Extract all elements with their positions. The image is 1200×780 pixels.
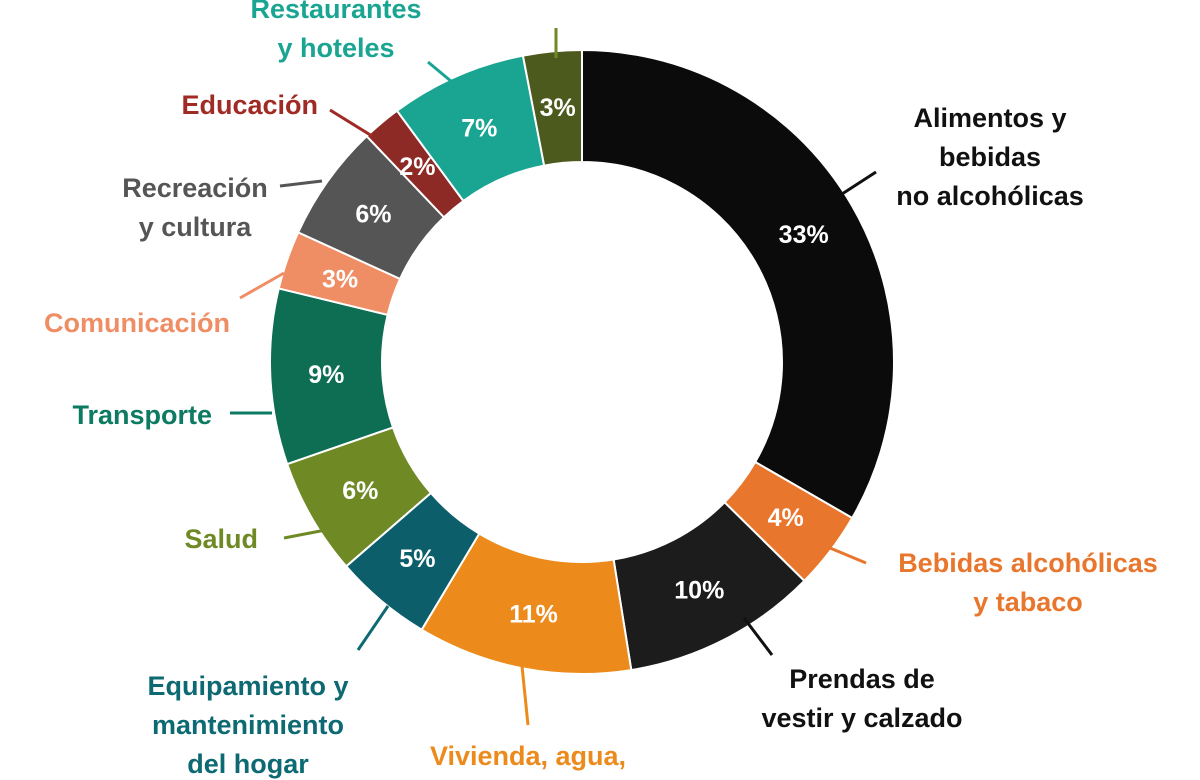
category-label-alimentos-y-bebidas-no-alcoholicas: Alimentos y bebidas no alcohólicas (896, 103, 1084, 211)
category-label-vivienda-agua: Vivienda, agua, (430, 741, 626, 771)
category-label-line: y hoteles (277, 33, 394, 63)
category-label-prendas-de-vestir-y-calzado: Prendas de vestir y calzado (761, 664, 962, 733)
category-label-line: Recreación (122, 173, 268, 203)
category-labels: Alimentos y bebidas no alcohólicas Bebidas … (44, 0, 1158, 779)
value-label-restaurantes-y-hoteles: 7% (461, 114, 497, 142)
leader-line-educacion (329, 108, 373, 138)
category-label-line: Educación (181, 90, 318, 120)
leader-line-prendas-de-vestir-y-calzado (742, 617, 774, 656)
category-label-line: y tabaco (973, 587, 1083, 617)
category-label-line: no alcohólicas (896, 181, 1084, 211)
category-label-educacion: Educación (181, 90, 318, 120)
category-label-line: Prendas de (789, 664, 935, 694)
value-label-salud: 6% (342, 477, 378, 505)
value-label-transporte: 9% (308, 361, 344, 389)
category-label-line: Vivienda, agua, (430, 741, 626, 771)
leader-line-equipamiento-y-mantenimiento-del-hogar (356, 605, 390, 651)
value-label-servicios-varios: 3% (540, 94, 576, 122)
category-label-line: del hogar (187, 749, 309, 779)
category-label-line: Transporte (72, 400, 212, 430)
category-label-equipamiento-y-mantenimiento-del-hogar: Equipamiento y mantenimiento del hogar (147, 671, 348, 779)
value-label-educacion: 2% (399, 153, 435, 181)
value-label-prendas-de-vestir-y-calzado: 10% (674, 577, 724, 605)
category-label-line: Comunicación (44, 308, 230, 338)
category-label-transporte: Transporte (72, 400, 212, 430)
value-label-comunicacion: 3% (322, 265, 358, 293)
category-label-bebidas-alcoholicas-y-tabaco: Bebidas alcohólicas y tabaco (898, 548, 1158, 617)
value-label-equipamiento-y-mantenimiento-del-hogar: 5% (399, 545, 435, 573)
category-label-comunicacion: Comunicación (44, 308, 230, 338)
category-label-line: vestir y calzado (761, 703, 962, 733)
category-label-restaurantes-y-hoteles: Restaurantes y hoteles (250, 0, 421, 63)
leader-line-restaurantes-y-hoteles (427, 60, 453, 84)
category-label-line: mantenimiento (152, 710, 344, 740)
category-label-line: Salud (184, 524, 258, 554)
category-label-line: y cultura (139, 212, 253, 242)
leader-line-salud (283, 526, 337, 540)
value-label-bebidas-alcoholicas-y-tabaco: 4% (768, 504, 804, 532)
value-label-alimentos-y-bebidas-no-alcoholicas: 33% (779, 221, 829, 249)
slice-alimentos-y-bebidas-no-alcoholicas (581, 48, 895, 520)
category-label-recreacion-y-cultura: Recreación y cultura (122, 173, 268, 242)
leader-line-bebidas-alcoholicas-y-tabaco (829, 546, 867, 565)
category-label-salud: Salud (184, 524, 258, 554)
leader-lines (230, 28, 877, 726)
leader-line-comunicacion (239, 271, 285, 300)
category-label-line: Bebidas alcohólicas (898, 548, 1158, 578)
value-label-vivienda-agua: 11% (509, 600, 558, 628)
donut-slices (269, 48, 895, 675)
leader-line-alimentos-y-bebidas-no-alcoholicas (841, 170, 877, 196)
leader-line-recreacion-y-cultura (279, 179, 323, 188)
category-label-line: Equipamiento y (147, 671, 348, 701)
category-label-line: Alimentos y (913, 103, 1066, 133)
slice-servicios-varios (521, 48, 583, 167)
percentage-labels: 33% 4% 10% 11% 5% 6% 9% 3% 6% 2% 7% 3% (308, 94, 829, 628)
category-label-line: Restaurantes (250, 0, 421, 24)
category-label-line: bebidas (939, 142, 1041, 172)
value-label-recreacion-y-cultura: 6% (355, 201, 391, 229)
leader-line-vivienda-agua (520, 665, 530, 726)
